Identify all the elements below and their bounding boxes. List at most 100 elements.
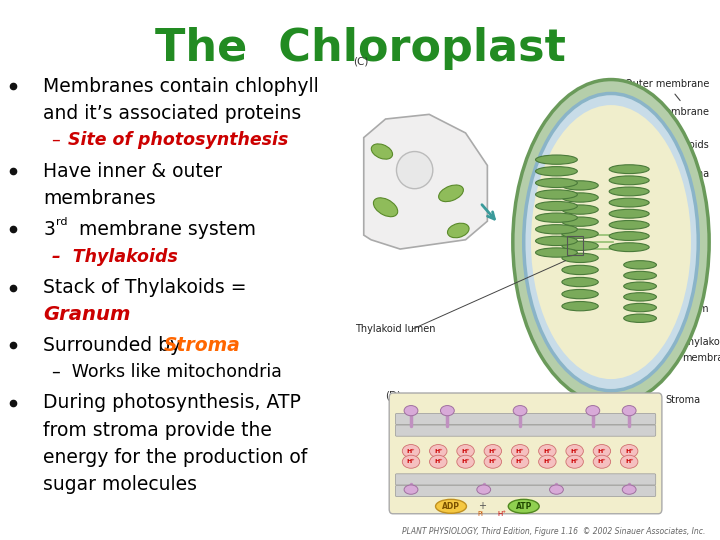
Ellipse shape — [436, 500, 467, 514]
Ellipse shape — [438, 185, 464, 201]
Ellipse shape — [536, 225, 577, 234]
Ellipse shape — [562, 278, 598, 287]
Ellipse shape — [536, 190, 577, 199]
Ellipse shape — [513, 79, 709, 404]
Text: (C): (C) — [353, 56, 368, 66]
Ellipse shape — [402, 455, 420, 468]
Ellipse shape — [621, 455, 638, 468]
Ellipse shape — [536, 167, 577, 176]
Ellipse shape — [562, 241, 598, 251]
Ellipse shape — [477, 485, 490, 494]
Text: H⁺: H⁺ — [625, 459, 634, 464]
Text: sugar molecules: sugar molecules — [43, 475, 197, 494]
Text: membrane system: membrane system — [73, 220, 256, 239]
Ellipse shape — [593, 444, 611, 457]
Text: Outer membrane: Outer membrane — [625, 79, 709, 100]
Ellipse shape — [404, 406, 418, 416]
Ellipse shape — [609, 210, 649, 218]
FancyBboxPatch shape — [395, 425, 656, 436]
Ellipse shape — [536, 178, 577, 187]
Ellipse shape — [562, 265, 598, 275]
Text: +: + — [478, 501, 486, 511]
Text: H⁺: H⁺ — [598, 459, 606, 464]
Text: Stroma: Stroma — [164, 336, 241, 355]
Text: Site of photosynthesis: Site of photosynthesis — [68, 131, 288, 149]
Ellipse shape — [609, 165, 649, 173]
Text: H⁺: H⁺ — [570, 449, 579, 454]
Text: Membranes contain chlophyll: Membranes contain chlophyll — [43, 77, 319, 96]
Ellipse shape — [609, 176, 649, 185]
Ellipse shape — [609, 198, 649, 207]
Text: H⁺: H⁺ — [407, 459, 415, 464]
FancyBboxPatch shape — [395, 485, 656, 497]
Text: Inner membrane: Inner membrane — [627, 107, 709, 123]
Ellipse shape — [609, 243, 649, 252]
Text: rd: rd — [56, 218, 67, 227]
Ellipse shape — [536, 155, 577, 164]
Text: Stack of Thylakoids =: Stack of Thylakoids = — [43, 278, 247, 298]
Ellipse shape — [566, 444, 583, 457]
Text: H⁺: H⁺ — [570, 459, 579, 464]
Ellipse shape — [622, 406, 636, 416]
Ellipse shape — [404, 485, 418, 494]
Ellipse shape — [624, 314, 657, 322]
Text: PLANT PHYSIOLOGY, Third Edition, Figure 1.16  © 2002 Sinauer Associates, Inc.: PLANT PHYSIOLOGY, Third Edition, Figure … — [402, 526, 706, 536]
Text: H⁺: H⁺ — [516, 449, 524, 454]
Ellipse shape — [624, 303, 657, 312]
Ellipse shape — [609, 220, 649, 230]
Text: H⁺: H⁺ — [434, 459, 443, 464]
Text: H⁺: H⁺ — [434, 449, 443, 454]
Ellipse shape — [539, 444, 556, 457]
Ellipse shape — [508, 500, 539, 514]
Ellipse shape — [593, 455, 611, 468]
Ellipse shape — [456, 455, 474, 468]
Text: Thylakoid: Thylakoid — [682, 337, 720, 347]
Text: 3: 3 — [43, 220, 55, 239]
Text: H⁺: H⁺ — [625, 449, 634, 454]
FancyBboxPatch shape — [395, 474, 656, 485]
Ellipse shape — [372, 144, 392, 159]
Text: and it’s associated proteins: and it’s associated proteins — [43, 104, 302, 123]
Ellipse shape — [448, 223, 469, 238]
Ellipse shape — [523, 93, 698, 391]
Ellipse shape — [562, 301, 598, 311]
Ellipse shape — [484, 455, 502, 468]
Text: H⁺: H⁺ — [516, 459, 524, 464]
Ellipse shape — [566, 455, 583, 468]
Ellipse shape — [621, 444, 638, 457]
Text: Stroma: Stroma — [665, 395, 701, 405]
Text: During photosynthesis, ATP: During photosynthesis, ATP — [43, 393, 301, 413]
Text: Granum: Granum — [670, 301, 709, 314]
Text: Thylakoids: Thylakoids — [657, 139, 709, 157]
Ellipse shape — [622, 485, 636, 494]
Text: (D): (D) — [386, 391, 402, 401]
Text: Surrounded by: Surrounded by — [43, 336, 187, 355]
Text: The  Chloroplast: The Chloroplast — [155, 27, 565, 70]
Ellipse shape — [374, 198, 397, 217]
Polygon shape — [364, 114, 487, 249]
Ellipse shape — [549, 485, 563, 494]
Ellipse shape — [562, 193, 598, 202]
Text: Pi: Pi — [477, 511, 483, 517]
Ellipse shape — [562, 217, 598, 226]
Ellipse shape — [586, 406, 600, 416]
Text: H⁺: H⁺ — [489, 449, 497, 454]
Ellipse shape — [511, 455, 528, 468]
Ellipse shape — [536, 248, 577, 257]
Ellipse shape — [536, 201, 577, 211]
Ellipse shape — [536, 237, 577, 246]
Ellipse shape — [539, 455, 556, 468]
Ellipse shape — [624, 271, 657, 280]
Text: H⁺: H⁺ — [498, 511, 506, 517]
Ellipse shape — [484, 444, 502, 457]
Ellipse shape — [441, 406, 454, 416]
Text: H⁺: H⁺ — [543, 459, 552, 464]
Ellipse shape — [609, 232, 649, 240]
Text: ADP: ADP — [442, 502, 460, 511]
Ellipse shape — [562, 253, 598, 262]
Text: Stroma: Stroma — [668, 169, 709, 183]
Ellipse shape — [609, 187, 649, 196]
Text: H⁺: H⁺ — [598, 449, 606, 454]
FancyBboxPatch shape — [390, 393, 662, 514]
Ellipse shape — [397, 152, 433, 188]
